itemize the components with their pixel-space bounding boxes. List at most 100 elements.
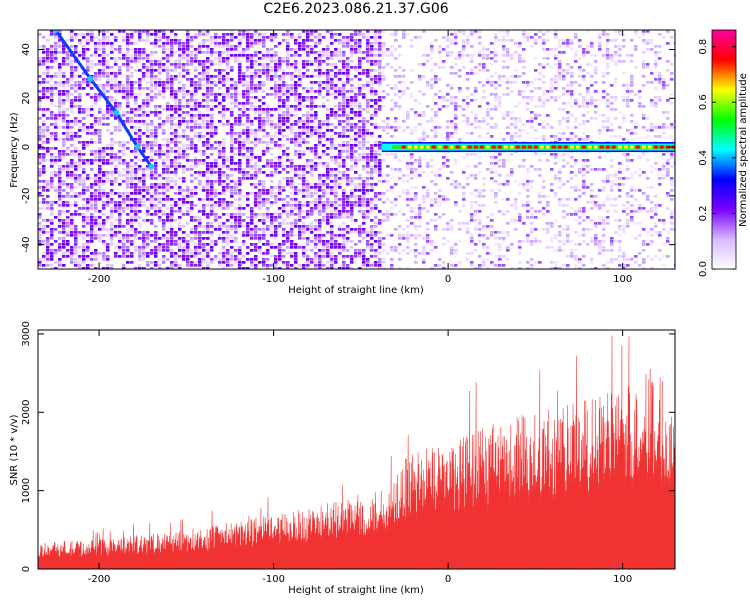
spectrogram-cell [254, 237, 258, 240]
spectrogram-cell [382, 96, 386, 99]
spectrogram-cell [38, 207, 42, 210]
spectrogram-cell [266, 192, 270, 195]
spectrogram-cell [70, 255, 74, 258]
spectrogram-cell [98, 240, 102, 243]
spectrogram-cell [90, 132, 94, 135]
spectrogram-cell [138, 39, 142, 42]
spectrogram-cell [322, 264, 326, 267]
spectrogram-cell [202, 96, 206, 99]
spectrogram-cell [406, 198, 410, 201]
spectrogram-cell [202, 246, 206, 249]
spectrogram-cell [298, 234, 302, 237]
spectrogram-cell [186, 240, 190, 243]
spectrogram-cell [358, 198, 362, 201]
spectrogram-cell [302, 126, 306, 129]
spectrogram-cell [118, 213, 122, 216]
spectrogram-cell [398, 108, 402, 111]
spectrogram-cell [206, 66, 210, 69]
spectrogram-cell [42, 186, 46, 189]
spectrogram-cell [98, 222, 102, 225]
spectrogram-cell [342, 105, 346, 108]
spectrogram-cell [94, 174, 98, 177]
spectrogram-cell [298, 225, 302, 228]
spectrogram-cell [378, 192, 382, 195]
spectrogram-cell [234, 120, 238, 123]
spectrogram-cell [334, 180, 338, 183]
spectrogram-cell [70, 72, 74, 75]
spectrogram-cell [130, 81, 134, 84]
spectrogram-cell [110, 147, 114, 150]
spectrogram-cell [178, 210, 182, 213]
spectrogram-cell [146, 129, 150, 132]
spectrogram-cell [318, 90, 322, 93]
spectrogram-cell [198, 219, 202, 222]
spectrogram-cell [322, 135, 326, 138]
spectrogram-cell [274, 156, 278, 159]
spectrogram-cell [86, 69, 90, 72]
spectrogram-cell [298, 45, 302, 48]
spectrogram-cell [486, 108, 490, 111]
spectrogram-cell [430, 51, 434, 54]
spectrogram-cell [362, 165, 366, 168]
spectrogram-cell [238, 60, 242, 63]
spectrogram-cell [394, 228, 398, 231]
spectrogram-cell [194, 132, 198, 135]
spectrogram-cell [370, 243, 374, 246]
spectrogram-cell [126, 87, 130, 90]
spectrogram-cell [46, 129, 50, 132]
spectrogram-cell [274, 72, 278, 75]
spectrogram-cell [62, 126, 66, 129]
spectrogram-cell [306, 213, 310, 216]
spectrogram-cell [254, 165, 258, 168]
spectrogram-cell [378, 51, 382, 54]
spectrogram-cell [350, 39, 354, 42]
spectrogram-cell [494, 99, 498, 102]
spectrogram-cell [46, 90, 50, 93]
spectrogram-cell [198, 225, 202, 228]
spectrogram-cell [270, 75, 274, 78]
spectrogram-cell [478, 171, 482, 174]
spectrogram-cell [38, 60, 42, 63]
spectrogram-cell [202, 243, 206, 246]
spectrogram-cell [314, 165, 318, 168]
spectrogram-cell [126, 261, 130, 264]
spectrogram-cell [130, 183, 134, 186]
spectrogram-cell [82, 231, 86, 234]
spectrogram-cell [362, 156, 366, 159]
spectrogram-cell [74, 147, 78, 150]
spectrogram-cell [262, 201, 266, 204]
spectrogram-cell [266, 228, 270, 231]
spectrogram-cell [74, 252, 78, 255]
spectrogram-cell [210, 162, 214, 165]
spectrogram-cell [154, 78, 158, 81]
spectrogram-cell [278, 213, 282, 216]
spectrogram-cell [266, 120, 270, 123]
spectrogram-cell [462, 33, 466, 36]
spectrogram-cell [38, 222, 42, 225]
spectrogram-cell [258, 183, 262, 186]
spectrogram-cell [390, 87, 394, 90]
spectrogram-cell [474, 126, 478, 129]
spectrogram-cell [258, 33, 262, 36]
spectrogram-cell [298, 132, 302, 135]
spectrogram-cell [366, 48, 370, 51]
spectrogram-cell [354, 141, 358, 144]
spectrogram-cell [266, 57, 270, 60]
spectrogram-cell [330, 123, 334, 126]
spectrogram-cell [318, 249, 322, 252]
spectrogram-cell [94, 93, 98, 96]
spectrogram-cell [198, 243, 202, 246]
spectrogram-cell [186, 57, 190, 60]
spectrogram-cell [394, 129, 398, 132]
spectrogram-cell [318, 135, 322, 138]
spectrogram-cell [274, 195, 278, 198]
spectrogram-cell [58, 168, 62, 171]
spectrogram-cell [190, 114, 194, 117]
spectrogram-cell [282, 165, 286, 168]
spectrogram-cell [230, 156, 234, 159]
spectrogram-cell [458, 69, 462, 72]
spectrogram-cell [242, 48, 246, 51]
spectrogram-cell [274, 234, 278, 237]
spectrogram-cell [342, 39, 346, 42]
spectrogram-cell [318, 36, 322, 39]
